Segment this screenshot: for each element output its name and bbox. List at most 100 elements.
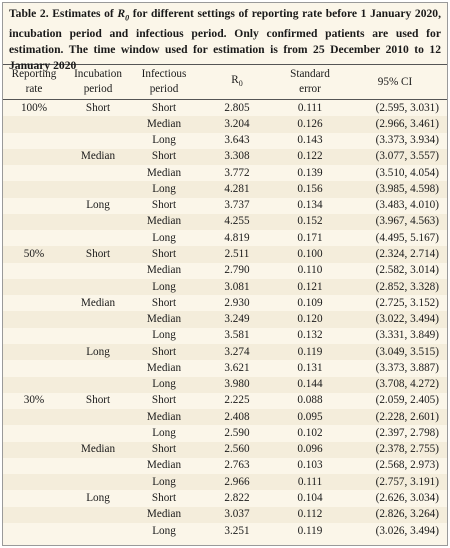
cell-r0: 3.037 [197, 506, 277, 523]
cell-standard-error: 0.143 [297, 134, 323, 147]
cell-incubation-period [65, 425, 131, 441]
cell-standard-error: 0.100 [277, 246, 343, 263]
cell-reporting-rate [3, 490, 65, 506]
cell-infectious-period: Short [151, 394, 177, 407]
table-row: Long 3.980 0.144 (3.708, 4.272) [3, 376, 447, 393]
cell-r0: 2.408 [197, 409, 277, 426]
cell-standard-error: 0.109 [297, 296, 323, 309]
cell-incubation-period [65, 165, 131, 181]
cell-standard-error: 0.171 [297, 231, 323, 244]
cell-incubation-period: Long [65, 343, 131, 361]
cell-standard-error: 0.095 [277, 409, 343, 426]
cell-incubation-period [65, 328, 131, 344]
cell-r0: 3.274 [197, 343, 277, 361]
header-95-ci: 95% CI [343, 65, 447, 100]
cell-r0: 4.255 [197, 213, 277, 231]
cell-r0: 2.966 [197, 474, 277, 491]
estimates-table: Reporting rate Incubation period Infectiou… [3, 65, 447, 539]
cell-reporting-rate [3, 409, 65, 426]
cell-incubation-period [65, 506, 131, 523]
cell-95-ci: (3.483, 4.010) [375, 199, 439, 212]
cell-infectious-period: Long [152, 231, 176, 244]
cell-infectious-period: Median [146, 264, 182, 277]
cell-infectious-period: Long [131, 278, 197, 296]
cell-infectious-period: Median [131, 506, 197, 523]
caption-r0-symbol: R0 [117, 7, 130, 23]
cell-standard-error: 0.126 [277, 116, 343, 133]
cell-incubation-period [65, 458, 131, 474]
cell-incubation-period [65, 409, 131, 426]
table-row: Long 3.581 0.132 (3.331, 3.849) [3, 328, 447, 344]
cell-95-ci: (2.826, 3.264) [343, 506, 447, 523]
cell-reporting-rate [3, 523, 65, 539]
cell-reporting-rate [3, 360, 65, 376]
cell-reporting-rate [3, 230, 65, 246]
table-row: Median 2.790 0.110 (2.582, 3.014) [3, 263, 447, 279]
cell-95-ci: (2.059, 2.405) [375, 394, 439, 407]
cell-r0: 2.930 [224, 296, 250, 309]
table-row: Long Short 2.822 0.104 (2.626, 3.034) [3, 490, 447, 506]
cell-95-ci: (3.967, 4.563) [343, 213, 447, 231]
cell-r0: 2.822 [224, 492, 250, 504]
cell-r0: 2.790 [224, 264, 250, 277]
cell-infectious-period: Median [131, 213, 197, 231]
cell-reporting-rate [3, 506, 65, 523]
cell-infectious-period: Short [151, 101, 177, 114]
cell-incubation-period: Short [65, 246, 131, 263]
caption-suffix: for different settings of reporting rate… [9, 7, 441, 73]
table-row: Long Short 3.274 0.119 (3.049, 3.515) [3, 343, 447, 361]
header-reporting-rate: Reporting rate [3, 65, 65, 100]
cell-95-ci: (3.510, 4.054) [375, 166, 439, 179]
cell-95-ci: (2.725, 3.152) [375, 296, 439, 309]
cell-r0: 3.249 [197, 311, 277, 328]
cell-infectious-period: Median [131, 116, 197, 133]
cell-reporting-rate [3, 165, 65, 181]
cell-95-ci: (2.966, 3.461) [343, 116, 447, 133]
cell-95-ci: (2.852, 3.328) [343, 278, 447, 296]
table-row: Long 4.281 0.156 (3.985, 4.598) [3, 181, 447, 198]
cell-reporting-rate [3, 474, 65, 491]
cell-reporting-rate: 100% [20, 101, 48, 114]
cell-95-ci: (4.495, 5.167) [375, 231, 439, 244]
cell-standard-error: 0.156 [277, 181, 343, 198]
cell-r0: 2.763 [224, 459, 250, 472]
cell-r0: 2.590 [224, 426, 250, 439]
table-row: Median 3.621 0.131 (3.373, 3.887) [3, 360, 447, 376]
cell-infectious-period: Median [131, 409, 197, 426]
cell-incubation-period [65, 523, 131, 539]
cell-infectious-period: Long [152, 134, 176, 147]
cell-incubation-period [65, 263, 131, 279]
table-row: Median 3.249 0.120 (3.022, 3.494) [3, 311, 447, 328]
cell-95-ci: (3.026, 3.494) [375, 524, 439, 537]
cell-incubation-period: Long [86, 492, 110, 504]
cell-incubation-period [65, 278, 131, 296]
cell-infectious-period: Long [152, 329, 176, 342]
cell-r0: 2.511 [197, 246, 277, 263]
cell-r0: 3.621 [224, 361, 250, 374]
cell-reporting-rate [3, 133, 65, 149]
cell-reporting-rate [3, 278, 65, 296]
cell-incubation-period [65, 311, 131, 328]
cell-95-ci: (2.378, 2.755) [343, 441, 447, 458]
cell-95-ci: (2.582, 3.014) [375, 264, 439, 277]
cell-95-ci: (2.595, 3.031) [375, 101, 439, 114]
cell-r0: 4.819 [224, 231, 250, 244]
table-row: Long 4.819 0.171 (4.495, 5.167) [3, 230, 447, 246]
cell-95-ci: (2.568, 2.973) [375, 459, 439, 472]
cell-reporting-rate [3, 458, 65, 474]
cell-incubation-period [65, 376, 131, 393]
cell-infectious-period: Short [151, 199, 177, 212]
cell-standard-error: 0.111 [297, 101, 323, 114]
cell-reporting-rate [3, 328, 65, 344]
cell-reporting-rate [3, 148, 65, 166]
cell-95-ci: (3.985, 4.598) [343, 181, 447, 198]
header-r0: R0 [197, 65, 277, 100]
cell-incubation-period: Long [86, 199, 110, 212]
cell-standard-error: 0.096 [277, 441, 343, 458]
cell-incubation-period [65, 133, 131, 149]
table-row: 100% Short Short 2.805 0.111 (2.595, 3.031) [3, 100, 447, 117]
cell-infectious-period: Median [146, 166, 182, 179]
table-row: Median 2.408 0.095 (2.228, 2.601) [3, 409, 447, 426]
cell-95-ci: (3.022, 3.494) [343, 311, 447, 328]
